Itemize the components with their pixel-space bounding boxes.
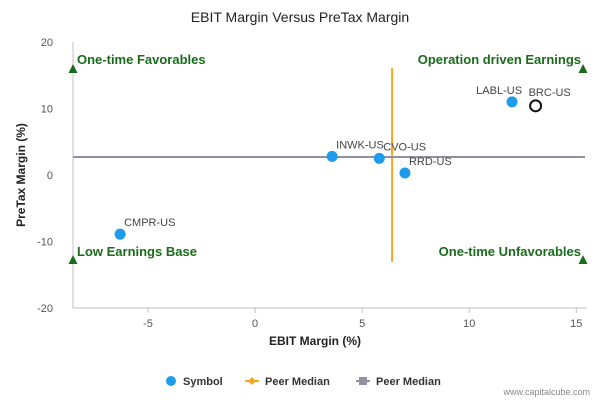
- x-tick-label: 5: [359, 318, 365, 330]
- quadrant-marker-triangle: [578, 255, 588, 264]
- legend-label-peer-median-y: Peer Median: [376, 376, 441, 388]
- y-tick-label: 10: [41, 104, 53, 116]
- y-tick-label: 20: [41, 37, 53, 49]
- quadrant-marker-triangle: [68, 255, 78, 264]
- legend-marker-square: [359, 377, 367, 385]
- data-point: [114, 228, 126, 240]
- data-point-label: INWK-US: [336, 139, 384, 151]
- x-tick-label: 15: [570, 318, 582, 330]
- y-tick-label: 0: [47, 170, 53, 182]
- data-point: [506, 96, 518, 108]
- y-axis-title: PreTax Margin (%): [14, 123, 28, 227]
- legend-marker-symbol: [166, 376, 176, 386]
- quadrant-label-top-left: One-time Favorables: [77, 52, 206, 67]
- highlight-point-label: BRC-US: [529, 87, 571, 99]
- quadrant-label-bottom-right: One-time Unfavorables: [439, 244, 581, 259]
- legend-label-symbol: Symbol: [183, 376, 223, 388]
- plot-area: -20 -10 0 10 20 -5 0 5 10 15 EBIT Margin (%) PreTax…: [14, 37, 588, 348]
- x-tick-label: 0: [252, 318, 258, 330]
- y-tick-label: -10: [37, 237, 53, 249]
- data-point-label: CVO-US: [383, 141, 426, 153]
- data-point-label: LABL-US: [476, 85, 522, 97]
- legend: Symbol Peer Median Peer Median: [166, 376, 441, 388]
- credit-text: www.capitalcube.com: [502, 387, 590, 397]
- legend-marker-diamond: [248, 377, 256, 385]
- highlight-point: [529, 99, 543, 113]
- data-point: [373, 152, 385, 164]
- quadrant-marker-triangle: [68, 64, 78, 73]
- data-point: [399, 167, 411, 179]
- quadrant-label-bottom-left: Low Earnings Base: [77, 244, 197, 259]
- x-tick-label: 10: [463, 318, 475, 330]
- x-axis-title: EBIT Margin (%): [269, 334, 361, 348]
- legend-label-peer-median-x: Peer Median: [265, 376, 330, 388]
- quadrant-marker-triangle: [578, 64, 588, 73]
- y-tick-label: -20: [37, 303, 53, 315]
- data-point: [326, 150, 338, 162]
- x-tick-label: -5: [143, 318, 153, 330]
- data-point-label: CMPR-US: [124, 217, 175, 229]
- quadrant-label-top-right: Operation driven Earnings: [418, 52, 581, 67]
- chart-title: EBIT Margin Versus PreTax Margin: [191, 9, 409, 25]
- data-point-label: RRD-US: [409, 156, 452, 168]
